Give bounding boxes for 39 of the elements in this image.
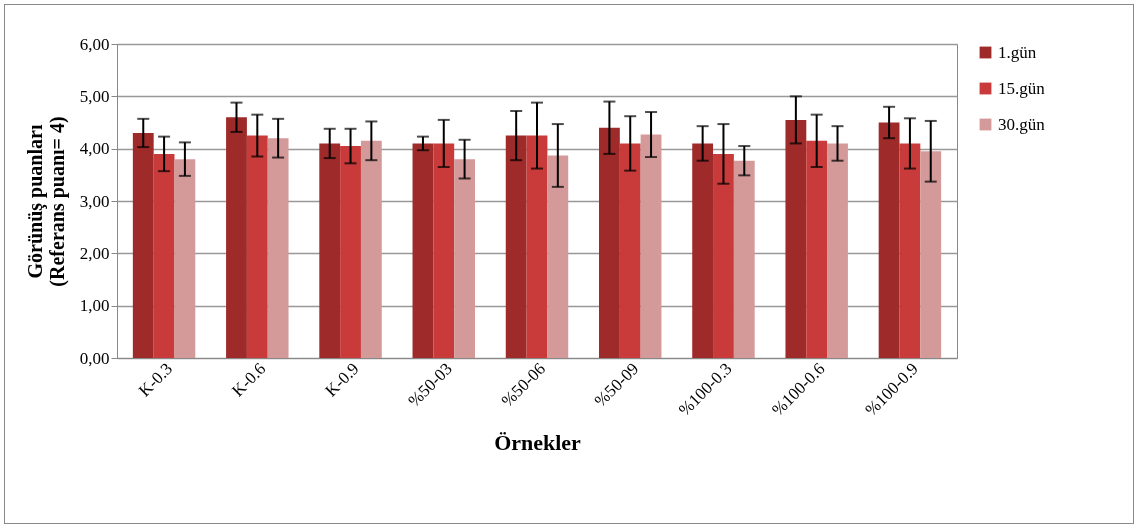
bar: [360, 140, 382, 358]
bar: [899, 143, 921, 358]
x-axis-title: Örnekler: [494, 429, 582, 455]
bar: [806, 140, 828, 358]
bar: [174, 159, 196, 358]
legend-label: 1.gün: [998, 42, 1037, 62]
y-tick-label: 2,00: [79, 243, 110, 263]
bar: [692, 143, 714, 358]
bar: [619, 143, 641, 358]
bar: [640, 134, 662, 358]
bar: [319, 143, 341, 358]
bar: [733, 160, 755, 358]
y-tick-label: 3,00: [79, 191, 110, 211]
bar: [713, 153, 734, 358]
bar: [433, 143, 455, 358]
bar: [153, 153, 175, 358]
legend-label: 15.gün: [998, 78, 1046, 98]
bar: [878, 122, 900, 358]
bar: [505, 135, 527, 358]
y-tick-label: 1,00: [79, 296, 110, 316]
bar: [547, 155, 569, 358]
bar: [132, 132, 154, 358]
bar: [454, 159, 475, 358]
y-tick-label: 5,00: [79, 86, 110, 106]
y-tick-label: 6,00: [79, 34, 110, 54]
y-axis-title: Görünüş puanları (Referans puanı= 4): [23, 116, 69, 287]
y-tick-label: 0,00: [79, 348, 110, 368]
bar: [827, 143, 848, 358]
bar: [599, 127, 620, 358]
bar: [526, 135, 548, 358]
bar: [246, 135, 268, 358]
y-tick-label: 4,00: [79, 139, 110, 159]
bar: [785, 119, 807, 358]
bar: [412, 143, 434, 358]
bar: [226, 117, 247, 358]
bar: [267, 138, 289, 358]
bar: [340, 146, 361, 358]
legend-label: 30.gün: [998, 114, 1046, 134]
bar: [920, 151, 942, 358]
